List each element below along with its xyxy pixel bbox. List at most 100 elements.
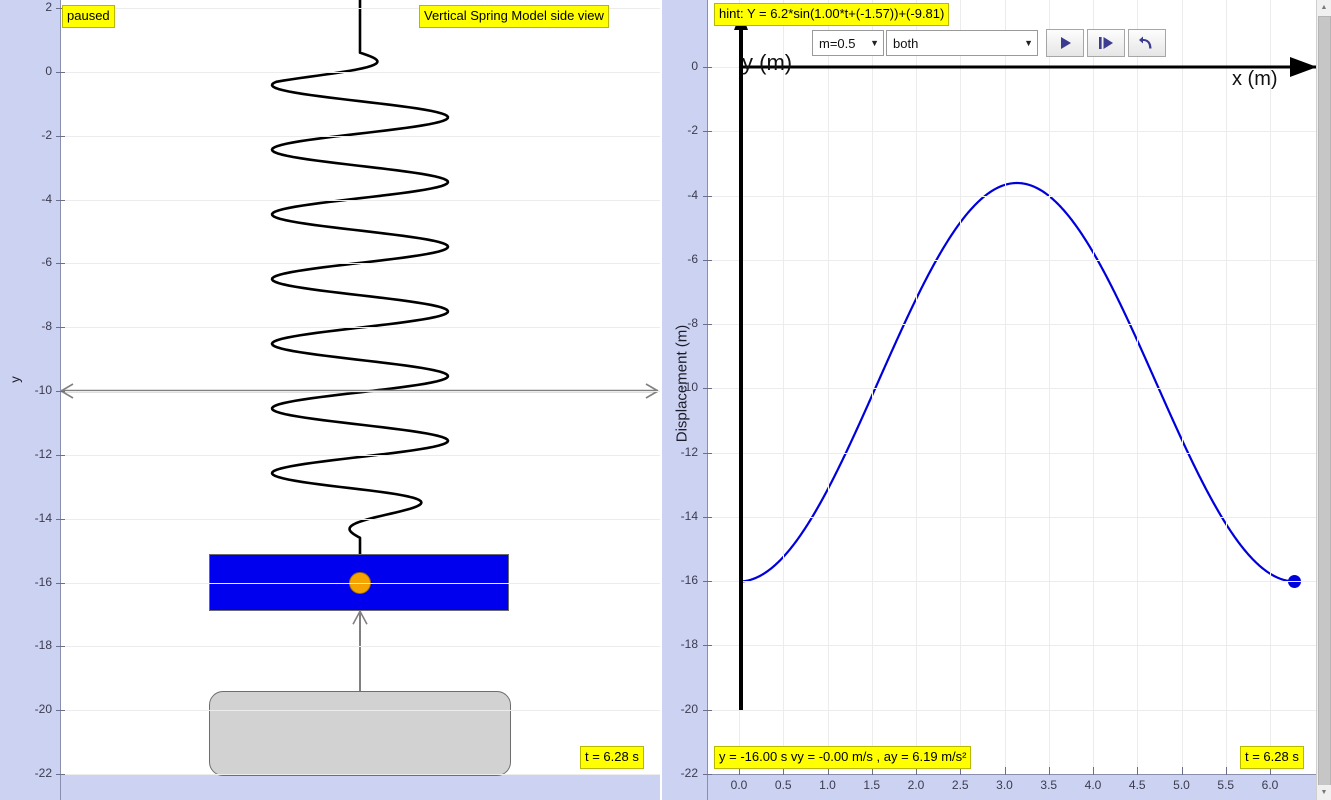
status-chip-paused: paused [62, 5, 115, 28]
grid-line [708, 581, 1317, 583]
tick-mark [783, 767, 785, 775]
tick-label: -14 [34, 510, 52, 525]
grid-line [708, 452, 1317, 454]
scroll-up-arrow[interactable]: ▲ [1317, 0, 1331, 15]
grid-line [708, 645, 1317, 647]
right-plot-area[interactable] [708, 0, 1317, 775]
spring-graphic [270, 0, 450, 584]
mass-block[interactable] [209, 553, 509, 612]
left-annotation-arrows [61, 383, 659, 692]
grid-line [61, 327, 660, 329]
scroll-down-arrow[interactable]: ▼ [1317, 785, 1331, 800]
grid-line [61, 518, 660, 520]
grid-line [1270, 0, 1271, 774]
grid-line [1181, 0, 1183, 774]
right-graph-panel: 0 -2 -4 -6 -8 -10 -12 -14 -16 -18 -20 -22 0.0 0.5 1.0… [662, 0, 1317, 800]
grid-line [61, 454, 660, 456]
grid-line [61, 710, 660, 712]
tick-mark [703, 388, 712, 390]
grid-line [739, 0, 740, 774]
tick-label: 4.0 [1084, 778, 1102, 792]
grid-line [61, 774, 660, 775]
tick-mark [703, 516, 712, 518]
grid-line [61, 263, 660, 265]
tick-mark [56, 518, 65, 520]
tick-mark [703, 195, 712, 197]
grid-line [708, 259, 1317, 261]
play-icon [1061, 37, 1071, 49]
right-x-axis-spine [707, 774, 1317, 775]
left-y-axis-spine [60, 0, 61, 800]
right-y-axis-spine [707, 0, 708, 800]
tick-label: -2 [687, 123, 698, 138]
grid-line [1004, 0, 1006, 774]
tick-label: -8 [41, 319, 52, 334]
reset-undo-icon [1139, 36, 1152, 49]
model-title-chip: Vertical Spring Model side view [419, 5, 609, 28]
grid-line [61, 8, 660, 9]
left-plot-area[interactable] [61, 0, 660, 776]
vertical-scrollbar[interactable]: ▲ ▼ [1316, 0, 1331, 800]
grid-line [1137, 0, 1139, 774]
grid-line [708, 709, 1317, 711]
right-y-axis-name: y (m) [742, 50, 793, 75]
tick-label: 5.0 [1173, 778, 1190, 792]
tick-label: -20 [680, 701, 698, 716]
step-forward-icon [1099, 37, 1113, 49]
grid-line [708, 195, 1317, 197]
left-simulation-panel: 2 0 -2 -4 -6 -8 -10 -12 -14 -16 -18 -20 -22 y paused… [0, 0, 660, 800]
mass-select-value: m=0.5 [819, 35, 856, 51]
tick-label: 1.5 [863, 778, 881, 792]
left-y-axis-label: y [7, 376, 23, 383]
grid-line [871, 0, 873, 774]
tick-label: -10 [34, 383, 52, 397]
panel-divider [660, 0, 662, 800]
grid-line [61, 582, 660, 584]
grid-line [1225, 0, 1227, 774]
scroll-thumb[interactable] [1318, 16, 1331, 786]
tick-label: -22 [34, 766, 52, 780]
step-button[interactable] [1087, 29, 1125, 57]
tick-label: 0.0 [730, 778, 748, 792]
tick-mark [56, 454, 65, 456]
mass-select[interactable]: m=0.5 ▼ [812, 30, 884, 56]
tick-mark [1137, 767, 1139, 775]
tick-label: -8 [687, 316, 698, 331]
trace-mode-value: both [893, 35, 919, 51]
tick-mark [1093, 767, 1094, 775]
simulation-toolbar: m=0.5 ▼ both ▼ [812, 29, 1169, 57]
tick-label: -12 [34, 446, 52, 461]
tick-mark [703, 67, 712, 68]
tick-mark [56, 646, 65, 648]
tick-label: 0 [691, 59, 698, 73]
tick-label: 1.0 [819, 778, 836, 792]
grid-line [708, 388, 1317, 390]
tick-label: 0 [45, 63, 52, 78]
tick-mark [56, 8, 65, 9]
tick-mark [56, 582, 65, 584]
hint-chip: hint: Y = 6.2*sin(1.00*t+(-1.57))+(-9.81… [714, 3, 950, 26]
displacement-curve-path [738, 181, 1295, 583]
tick-mark [703, 581, 712, 583]
tick-mark [1048, 767, 1050, 775]
tick-mark [703, 774, 712, 775]
tick-mark [1004, 767, 1006, 775]
tick-label: -4 [687, 187, 698, 202]
play-button[interactable] [1046, 29, 1084, 57]
grid-line [61, 71, 660, 73]
tick-label: 3.0 [996, 778, 1013, 792]
tick-label: -10 [680, 380, 698, 395]
trace-mode-select[interactable]: both ▼ [886, 30, 1038, 56]
tick-mark [960, 767, 962, 775]
tick-mark [1270, 767, 1271, 775]
tick-mark [703, 259, 712, 261]
tick-label: -6 [41, 255, 52, 270]
tick-mark [916, 767, 917, 775]
right-y-axis-label: Displacement (m) [673, 324, 691, 443]
tick-mark [703, 324, 712, 326]
tick-label: 2 [45, 0, 52, 14]
tick-mark [739, 767, 740, 775]
tick-mark [56, 199, 65, 201]
reset-button[interactable] [1128, 29, 1166, 57]
